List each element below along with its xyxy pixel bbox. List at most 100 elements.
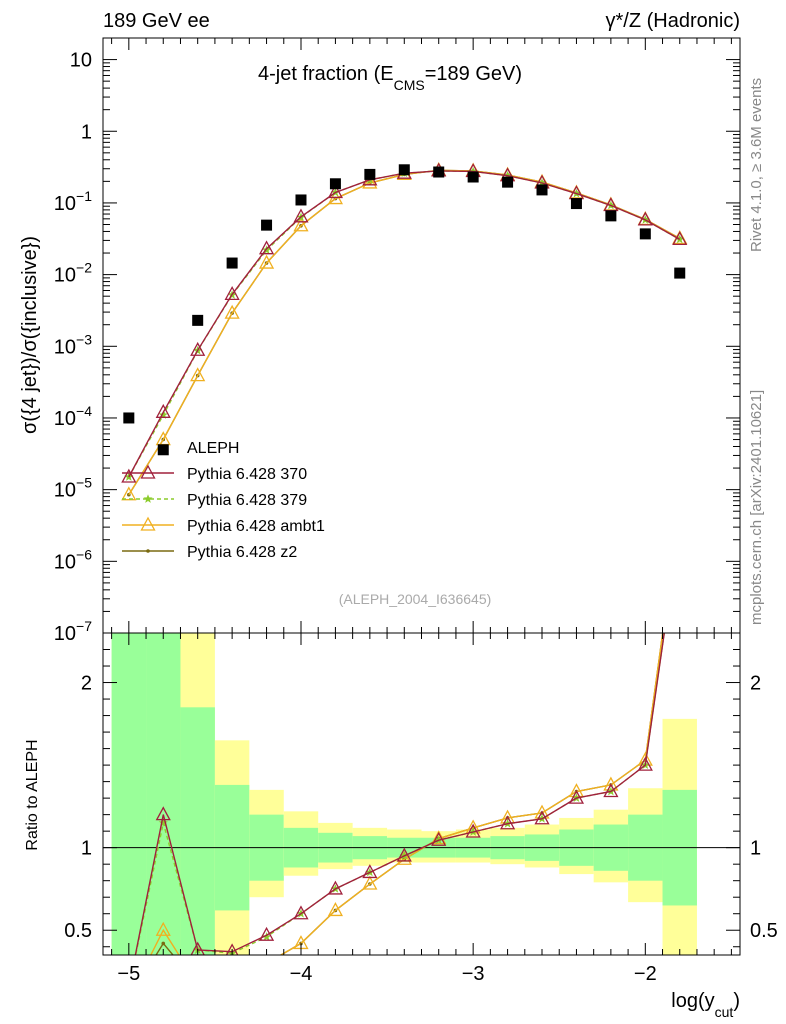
point-0-8 <box>398 164 410 176</box>
point-0-5 <box>295 194 307 206</box>
ratio-point-2-4 <box>266 954 267 955</box>
point-0-4 <box>261 219 273 231</box>
ratio-point-0-13 <box>568 789 585 804</box>
ratio-point-2-0 <box>122 992 135 1004</box>
ratio-y-tick-label-right-1: 1 <box>750 838 761 860</box>
ratio-point-2-7 <box>362 875 378 890</box>
legend-marker-4 <box>146 549 150 553</box>
ratio-y-tick-label-right-2: 2 <box>750 673 761 695</box>
y-tick-label-6: 10−5 <box>54 475 92 502</box>
y-tick-label-0: 10 <box>70 50 92 72</box>
point-1-1 <box>155 403 171 418</box>
legend-item-1: Pythia 6.428 370 <box>122 464 307 483</box>
legend-item-4: Pythia 6.428 z2 <box>122 544 297 561</box>
ratio-point-0-11 <box>499 815 516 830</box>
ratio-line-0 <box>134 633 665 955</box>
legend-item-0: ALEPH <box>187 440 239 457</box>
point-0-10 <box>467 171 479 183</box>
point-1-4 <box>258 240 275 255</box>
point-0-16 <box>674 267 686 279</box>
point-3-0 <box>121 486 137 501</box>
y-tick-label-8: 10−7 <box>54 618 92 645</box>
point-0-0 <box>123 412 135 424</box>
ratio-point-2-1 <box>155 921 171 936</box>
ratio-point-2-16 <box>673 502 686 514</box>
ratio-y-tick-label-right-0: 0.5 <box>750 920 778 942</box>
ratio-point-0-5 <box>293 905 309 920</box>
x-tick-label-3: −2 <box>634 963 657 985</box>
ratio-plot-marks <box>103 502 740 1004</box>
ratio-line-2 <box>150 633 664 955</box>
plot-title: 4-jet fraction (ECMS=189 GeV) <box>258 63 522 93</box>
ratio-y-axis-label: Ratio to ALEPH <box>24 739 41 850</box>
ratio-point-2-2 <box>191 978 204 990</box>
ratio-point-0-9 <box>431 831 447 846</box>
ratio-point-3-3 <box>230 978 234 982</box>
y-tick-label-7: 10−6 <box>54 546 92 573</box>
mcplots-label: mcplots.cern.ch [arXiv:2401.10621] <box>748 390 765 625</box>
ratio-point-1-4 <box>262 932 272 941</box>
point-3-5 <box>293 217 309 232</box>
legend-label-2: Pythia 6.428 379 <box>187 492 307 509</box>
series-2 <box>124 166 685 481</box>
point-0-14 <box>605 210 617 222</box>
ratio-point-0-7 <box>362 864 378 879</box>
point-3-7 <box>362 174 378 189</box>
legend: ALEPH Pythia 6.428 370 Pythia 6.428 379 Pyt… <box>122 440 325 561</box>
point-0-11 <box>502 176 514 188</box>
ratio-series-0 <box>134 519 686 955</box>
point-3-4 <box>258 254 275 269</box>
point-1-15 <box>637 211 653 226</box>
main-plot-marks <box>121 161 688 501</box>
point-1-5 <box>293 208 309 223</box>
ratio-point-1-1 <box>158 818 168 827</box>
ratio-point-0-6 <box>327 880 344 895</box>
main-y-axis-label: σ({4 jet})/σ({inclusive}) <box>19 236 41 434</box>
x-axis-label: log(ycut) <box>671 990 740 1020</box>
y-tick-label-1: 1 <box>81 121 92 143</box>
point-1-3 <box>224 286 240 301</box>
x-tick-label-2: −3 <box>462 963 485 985</box>
ratio-point-3-16 <box>678 507 682 511</box>
ratio-plot-frame <box>102 632 741 956</box>
header-left-title: 189 GeV ee <box>103 10 210 32</box>
legend-marker-2 <box>143 494 153 503</box>
series-line-1 <box>128 170 681 478</box>
ratio-point-0-16 <box>673 519 686 531</box>
legend-item-3: Pythia 6.428 ambt1 <box>122 516 325 535</box>
series-1 <box>121 162 688 483</box>
ratio-point-3-0 <box>127 997 131 1001</box>
point-0-3 <box>226 257 238 269</box>
analysis-watermark: (ALEPH_2004_I636645) <box>339 591 492 607</box>
ratio-point-2-9 <box>431 830 447 845</box>
band-inner-1 <box>146 633 181 955</box>
y-tick-label-4: 10−3 <box>54 331 92 358</box>
point-0-2 <box>192 314 204 326</box>
legend-marker-3 <box>140 516 156 531</box>
point-0-15 <box>639 228 651 240</box>
point-2-1 <box>158 410 168 419</box>
point-1-6 <box>327 184 344 199</box>
legend-label-1: Pythia 6.428 370 <box>187 466 307 483</box>
ratio-point-0-1 <box>155 806 171 821</box>
y-tick-label-3: 10−2 <box>54 260 92 287</box>
ratio-point-0-12 <box>534 810 550 825</box>
point-1-0 <box>121 468 137 483</box>
point-1-2 <box>190 341 206 356</box>
y-tick-label-2: 10−1 <box>54 188 92 215</box>
y-tick-label-5: 10−4 <box>54 403 92 430</box>
ratio-point-2-6 <box>327 902 344 917</box>
point-3-3 <box>224 304 240 319</box>
ratio-point-3-1 <box>161 941 166 946</box>
point-0-1 <box>157 444 169 456</box>
series-line-2 <box>128 170 681 478</box>
legend-label-0: ALEPH <box>187 440 239 457</box>
legend-marker-1 <box>140 464 156 479</box>
ratio-point-0-3 <box>225 943 239 955</box>
point-1-16 <box>672 231 688 246</box>
legend-item-2: Pythia 6.428 379 <box>122 492 307 509</box>
header-right-title: γ*/Z (Hadronic) <box>606 10 740 32</box>
ratio-point-3-4 <box>265 961 269 965</box>
ratio-point-3-2 <box>196 983 200 987</box>
